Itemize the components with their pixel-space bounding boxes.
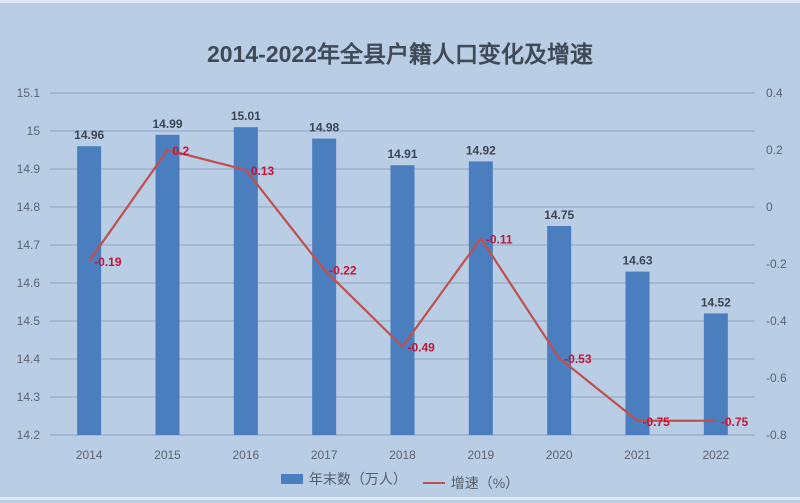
bar	[390, 165, 415, 435]
bar	[468, 161, 493, 435]
bar	[77, 146, 102, 435]
x-axis-tick: 2022	[702, 448, 729, 462]
x-axis-tick: 2017	[311, 448, 338, 462]
line-value-label: 0.2	[173, 144, 190, 158]
bar-value-label: 14.99	[152, 117, 182, 131]
line-value-label: 0.13	[251, 164, 275, 178]
x-axis-tick: 2020	[546, 448, 573, 462]
bar-swatch-icon	[280, 474, 303, 484]
left-axis-tick: 14.8	[17, 200, 41, 214]
right-axis-tick: -0.8	[766, 428, 787, 442]
chart-legend: 年末数（万人） 增速（%）	[0, 469, 800, 493]
x-axis-tick: 2021	[624, 448, 651, 462]
legend-bar-label: 年末数（万人）	[308, 471, 407, 487]
legend-line-label: 增速（%）	[450, 475, 520, 491]
bar-value-label: 14.91	[387, 147, 417, 161]
bar-value-label: 15.01	[231, 109, 261, 123]
right-axis-tick: 0.2	[766, 143, 783, 157]
bar-value-label: 14.52	[701, 295, 731, 309]
line-value-label: -0.75	[721, 415, 749, 429]
right-axis-tick: 0.4	[766, 86, 783, 100]
x-axis-tick: 2019	[467, 448, 494, 462]
line-swatch-icon	[422, 482, 445, 484]
left-axis-tick: 14.9	[17, 162, 41, 176]
bar	[312, 138, 337, 435]
right-axis-tick: -0.6	[766, 371, 787, 385]
x-axis-tick: 2014	[76, 448, 103, 462]
bar	[625, 271, 650, 435]
x-axis-tick: 2018	[389, 448, 416, 462]
legend-item-line: 增速（%）	[422, 473, 520, 493]
chart-plot: 15.1 15 14.9 14.8 14.7 14.6 14.5 14.4 14.3 14.2 0.…	[17, 86, 787, 462]
right-axis-tick: -0.4	[766, 314, 787, 328]
bar-value-label: 14.96	[74, 128, 104, 142]
line-value-label: -0.22	[329, 264, 357, 278]
bar-value-label: 14.63	[622, 254, 652, 268]
bar	[233, 127, 258, 435]
line-value-label: -0.75	[643, 415, 671, 429]
bar-value-label: 14.98	[309, 121, 339, 135]
left-axis-tick: 14.7	[17, 238, 41, 252]
bar	[155, 134, 180, 436]
line-value-label: -0.11	[486, 232, 513, 246]
line-value-label: -0.19	[94, 255, 122, 269]
right-axis-tick: 0	[766, 200, 773, 214]
left-axis-tick: 15	[27, 124, 41, 138]
left-axis-tick: 14.4	[17, 352, 41, 366]
bar	[703, 313, 728, 435]
growth-line	[88, 148, 716, 422]
line-value-label: -0.49	[408, 341, 436, 355]
left-axis-tick: 14.3	[17, 390, 41, 404]
line-value-label: -0.53	[564, 352, 592, 366]
left-axis-tick: 14.2	[17, 428, 41, 442]
bar-value-label: 14.75	[544, 208, 574, 222]
bar-value-label: 14.92	[466, 143, 496, 157]
left-axis-tick: 14.6	[17, 276, 41, 290]
chart-title: 2014-2022年全县户籍人口变化及增速	[207, 41, 593, 67]
x-axis-tick: 2016	[232, 448, 259, 462]
legend-item-bar: 年末数（万人）	[280, 469, 407, 489]
left-axis-tick: 14.5	[17, 314, 41, 328]
left-axis-tick: 15.1	[17, 86, 41, 100]
bar	[547, 226, 572, 435]
right-axis-tick: -0.2	[766, 257, 787, 271]
x-axis-tick: 2015	[154, 448, 181, 462]
